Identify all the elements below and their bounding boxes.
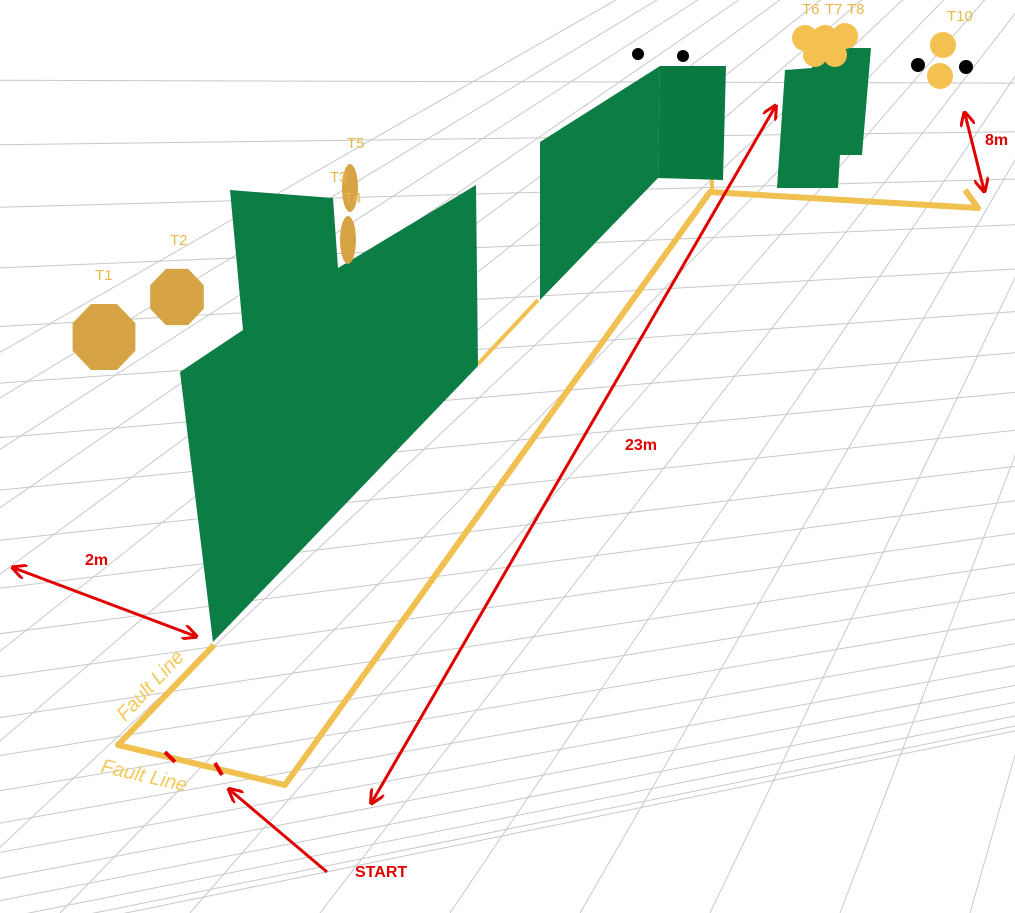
grid-line [0,0,658,399]
grid-line [0,352,1015,439]
arrow [14,568,195,636]
grid-line [123,730,1015,913]
measure-arrows [14,107,984,874]
target-label: T7 [825,1,843,18]
target [340,216,356,264]
measure-label: 23m [625,437,657,454]
marker-tick [163,750,177,764]
target [72,304,136,370]
walls [180,48,871,642]
target-label: T6 [802,1,820,18]
arrow [372,107,775,802]
wall [540,66,660,300]
target-label: T10 [947,8,973,25]
targets [72,23,973,370]
target-labels: T1 T2 T3 T4 T5 T6 T7 T8 T10 [95,1,973,284]
target-label: T3 [330,169,348,186]
target-label: T5 [347,135,365,152]
grid-line [0,0,740,509]
grid-line [0,0,699,450]
grid-line [449,75,1015,913]
target [832,23,858,49]
grid-line [0,311,1015,384]
arrow [965,114,984,190]
target [150,268,204,326]
grid-line [0,0,617,353]
target-label: T8 [847,1,865,18]
grid-line [0,532,1015,678]
arrow [230,790,328,874]
measure-label: 2m [85,552,108,569]
marker-dot [632,48,644,60]
start-label: START [355,864,407,881]
target-label: T1 [95,267,113,284]
marker-tick [213,761,224,777]
target [930,32,956,58]
target-label: T2 [170,232,188,249]
grid-line [709,276,1015,913]
marker-dot [911,58,925,72]
grid-line [91,725,1015,913]
target [803,43,827,67]
wall [658,66,726,180]
target [342,164,358,212]
grid-line [26,715,1015,913]
grid-line [0,178,1015,208]
target [823,43,847,67]
target [927,63,953,89]
target-label: T4 [344,190,362,207]
grid-line [839,454,1015,913]
marker-dot [959,60,973,74]
marker-dot [677,50,689,62]
tape [476,298,540,366]
wall [777,48,871,188]
grid-line [0,429,1015,541]
grid-line [0,224,1015,269]
measure-label: 8m [985,132,1008,149]
